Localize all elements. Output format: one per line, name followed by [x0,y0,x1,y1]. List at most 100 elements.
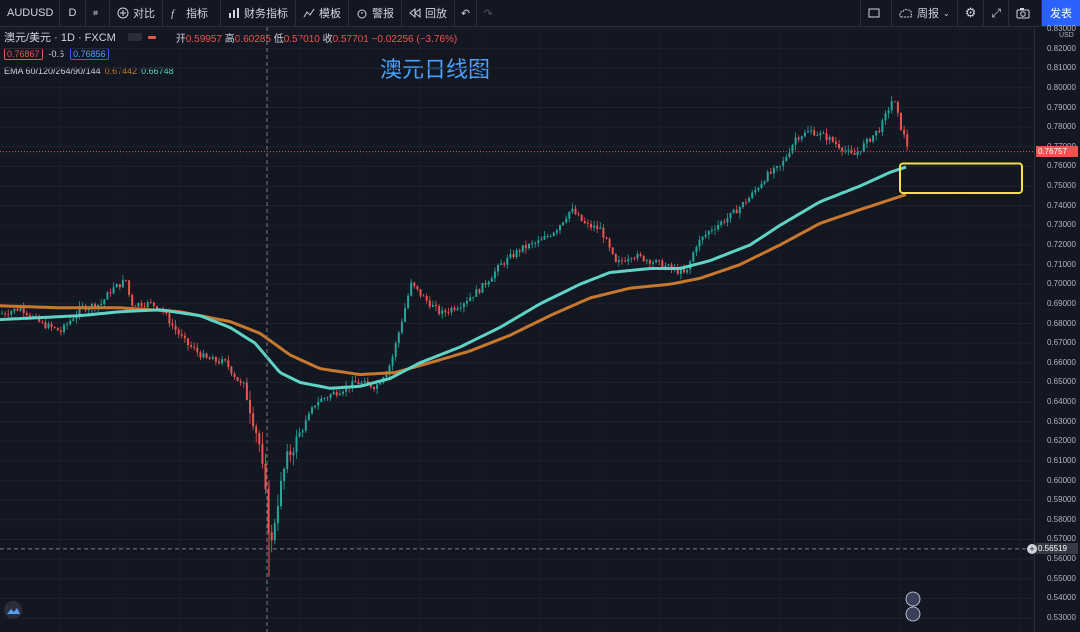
candle-body [317,402,320,406]
plus-circle-icon [117,7,129,19]
candle-body [546,236,549,237]
candle-body [862,143,865,152]
candle-body [41,321,44,323]
candle-body [518,250,521,252]
expand-icon: ⤢ [991,5,1001,20]
alerts-button[interactable]: 警报 [349,0,402,26]
ema-label[interactable]: EMA 60/120/264/90/144 [4,66,101,76]
candle-body [81,305,84,307]
candle-body [255,426,258,434]
settings-button[interactable]: ⚙ [958,0,985,26]
candle-body [242,382,245,384]
indicators-button[interactable]: f 指标 [163,0,221,26]
candle-body [351,380,354,389]
candle-body [143,306,146,308]
highlight-box[interactable] [899,162,1023,194]
candle-body [283,468,286,481]
candle-body [456,308,459,310]
candle-body [121,280,124,288]
price-chart[interactable] [0,27,1034,632]
candle-body [648,260,651,264]
publish-button[interactable]: 发表 [1042,0,1080,26]
candle-body [810,130,813,132]
candle-body [478,289,481,293]
candle-body [218,361,220,364]
candle-body [732,209,735,213]
templates-label: 模板 [319,8,341,20]
candle-body [249,399,251,414]
candle-body [28,314,31,317]
candle-body [19,307,22,311]
candle-body [404,308,406,322]
candle-body [856,152,859,155]
candle-body [670,264,673,269]
compare-button[interactable]: 对比 [110,0,163,26]
candle-body [205,353,208,358]
candle-body [78,306,81,315]
interval-button[interactable]: D [60,0,86,26]
legend-remove-icon[interactable] [147,35,156,39]
candle-body [394,343,397,357]
candle-body [738,207,741,214]
candle-body [345,386,348,392]
financials-button[interactable]: 财务指标 [221,0,296,26]
candle-body [236,376,239,382]
candle-body [825,133,828,141]
fullscreen-rect-button[interactable] [860,0,893,26]
candle-body [903,129,906,135]
candle-body [16,308,19,311]
fullscreen-button[interactable]: ⤢ [984,0,1009,26]
symbol-button[interactable]: AUDUSD [0,0,60,26]
undo-button[interactable]: ↶ [455,0,477,26]
mountain-logo-icon [7,608,20,614]
candle-body [624,260,627,262]
top-toolbar: AUDUSD D 对比 f 指标 财务指标 模板 警报 回放 ↶ ↷ 周报 ⌄ [0,0,1080,27]
y-tick-label: 0.74000 [1047,200,1076,210]
candle-body [726,218,729,223]
candle-body [444,310,447,313]
candle-body [174,325,177,330]
y-tick-label: 0.60000 [1047,475,1076,485]
candle-body [834,141,837,144]
candle-body [769,171,772,174]
tradingview-logo[interactable] [4,601,22,619]
candle-body [524,245,527,249]
candle-body [221,359,224,364]
candle-body [360,382,363,385]
candle-body [338,393,341,396]
candle-body [320,398,323,403]
template-icon [303,8,315,18]
add-alert-icon[interactable]: + [1027,543,1037,554]
candle-body [230,366,233,374]
candle-body [10,311,13,315]
candle-body [890,101,893,111]
candle-body [788,152,791,158]
chart-type-button[interactable] [86,0,110,26]
event-flag-icon[interactable] [905,591,921,607]
candle-body [56,327,59,331]
candle-body [90,304,93,309]
snapshot-button[interactable] [1009,0,1042,26]
candle-body [707,231,710,235]
layout-button[interactable]: 周报 ⌄ [892,0,958,26]
legend-settings-icon[interactable] [127,33,142,41]
current-price-tag: 0.76757 [1036,146,1078,158]
templates-button[interactable]: 模板 [296,0,349,26]
candle-body [109,292,112,294]
replay-button[interactable]: 回放 [402,0,455,26]
candle-body [683,269,685,273]
redo-button[interactable]: ↷ [477,0,499,26]
candle-body [645,260,648,262]
indicators-label: 指标 [186,8,208,20]
price-axis[interactable]: USD 0.83000 0.82000 0.81000 0.80000 0.79000 0… [1034,24,1080,632]
candle-body [878,130,881,133]
y-tick-label: 0.66000 [1047,357,1076,367]
candle-body [422,295,425,297]
candle-body [125,280,127,281]
candle-body [838,143,840,148]
candle-body [118,284,121,288]
y-tick-label: 0.64000 [1047,397,1076,407]
candle-body [531,243,534,244]
event-flag-icon-2[interactable] [905,606,921,622]
gear-icon: ⚙ [964,5,977,20]
